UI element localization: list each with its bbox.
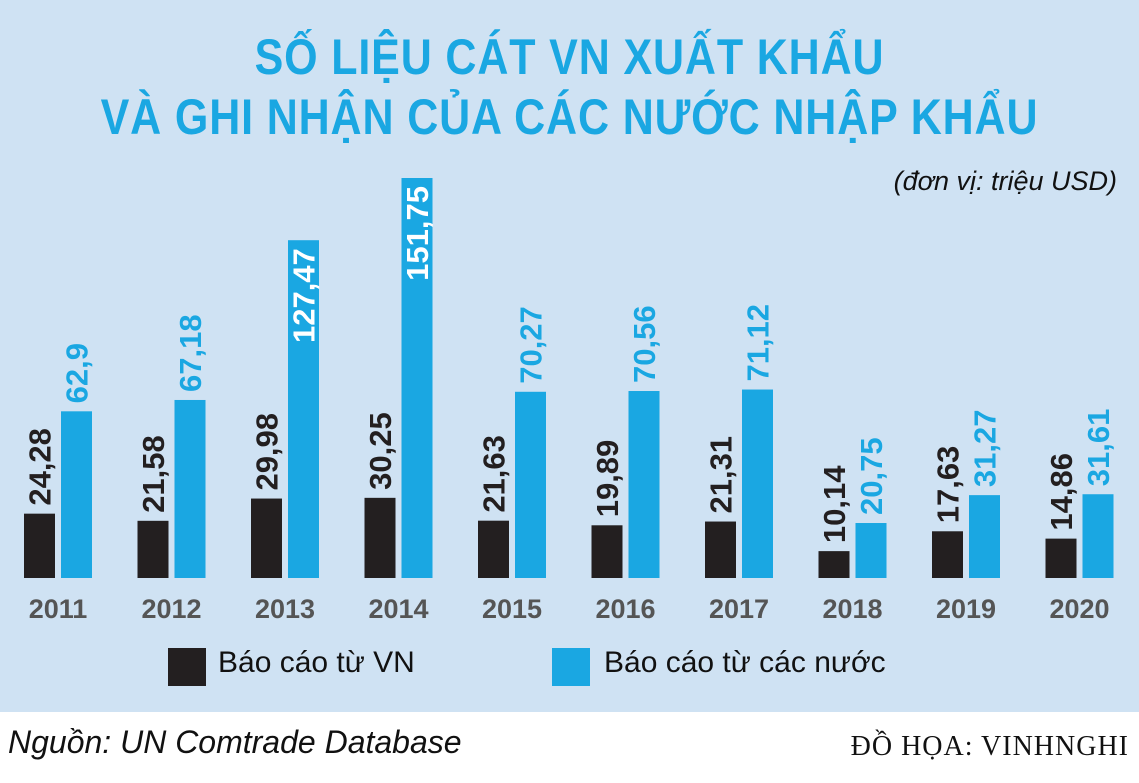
value-label-other-2016: 70,56 — [627, 305, 662, 383]
value-label-vn-2014: 30,25 — [363, 412, 398, 490]
bar-vn-2020 — [1045, 538, 1077, 578]
value-label-other-2018: 20,75 — [854, 437, 889, 515]
chart-panel — [0, 0, 1139, 712]
year-label-2011: 2011 — [29, 594, 88, 624]
bar-vn-2019 — [932, 531, 963, 578]
year-label-2017: 2017 — [709, 594, 769, 624]
source-note: Nguồn: UN Comtrade Database — [8, 724, 462, 760]
value-label-other-2013: 127,47 — [287, 248, 322, 343]
value-label-vn-2015: 21,63 — [477, 435, 512, 513]
bar-other-2018 — [855, 523, 887, 578]
value-label-vn-2011: 24,28 — [23, 428, 58, 506]
value-label-vn-2016: 19,89 — [590, 440, 625, 518]
legend-label-vn: Báo cáo từ VN — [218, 646, 415, 679]
bar-other-2016 — [628, 391, 660, 578]
bar-vn-2018 — [818, 551, 850, 578]
value-label-other-2017: 71,12 — [741, 304, 776, 382]
value-label-vn-2012: 21,58 — [136, 435, 171, 513]
bar-other-2017 — [742, 389, 773, 578]
value-label-other-2014: 151,75 — [400, 186, 435, 281]
bar-vn-2012 — [137, 520, 169, 578]
bar-vn-2014 — [364, 497, 396, 578]
legend-swatch-vn — [168, 648, 206, 686]
bar-vn-2017 — [705, 521, 736, 578]
value-label-other-2015: 70,27 — [514, 306, 549, 384]
year-label-2015: 2015 — [482, 594, 542, 624]
bar-other-2015 — [515, 391, 546, 578]
unit-note: (đơn vị: triệu USD) — [893, 166, 1117, 196]
value-label-other-2019: 31,27 — [968, 410, 1003, 488]
bar-vn-2016 — [591, 525, 623, 578]
bar-other-2019 — [969, 495, 1000, 578]
bar-vn-2015 — [478, 520, 509, 578]
legend-swatch-other-countries — [552, 648, 590, 686]
year-label-2019: 2019 — [936, 594, 996, 624]
value-label-vn-2013: 29,98 — [250, 413, 285, 491]
year-label-2018: 2018 — [822, 594, 882, 624]
value-label-vn-2017: 21,31 — [704, 436, 739, 514]
bar-other-2013 — [288, 240, 319, 578]
credit-note: ĐỒ HỌA: VINHNGHI — [850, 731, 1129, 762]
value-label-other-2012: 67,18 — [173, 314, 208, 392]
value-label-other-2011: 62,9 — [60, 343, 95, 403]
bar-vn-2013 — [251, 498, 282, 578]
value-label-vn-2018: 10,14 — [817, 465, 852, 543]
chart-title-line-1: SỐ LIỆU CÁT VN XUẤT KHẨU — [254, 29, 885, 85]
bar-other-2020 — [1082, 494, 1114, 578]
chart-title-line-2: VÀ GHI NHẬN CỦA CÁC NƯỚC NHẬP KHẨU — [100, 89, 1039, 145]
legend-label-other-countries: Báo cáo từ các nước — [604, 646, 886, 679]
value-label-vn-2020: 14,86 — [1044, 453, 1079, 531]
year-label-2014: 2014 — [368, 594, 428, 624]
bar-vn-2011 — [24, 513, 55, 578]
year-label-2020: 2020 — [1049, 594, 1109, 624]
bar-other-2011 — [61, 411, 92, 578]
value-label-vn-2019: 17,63 — [931, 446, 966, 524]
bar-other-2012 — [174, 399, 206, 578]
year-label-2016: 2016 — [595, 594, 655, 624]
year-label-2012: 2012 — [141, 594, 201, 624]
bar-other-2014 — [401, 178, 433, 578]
value-label-other-2020: 31,61 — [1081, 409, 1116, 487]
year-label-2013: 2013 — [255, 594, 315, 624]
